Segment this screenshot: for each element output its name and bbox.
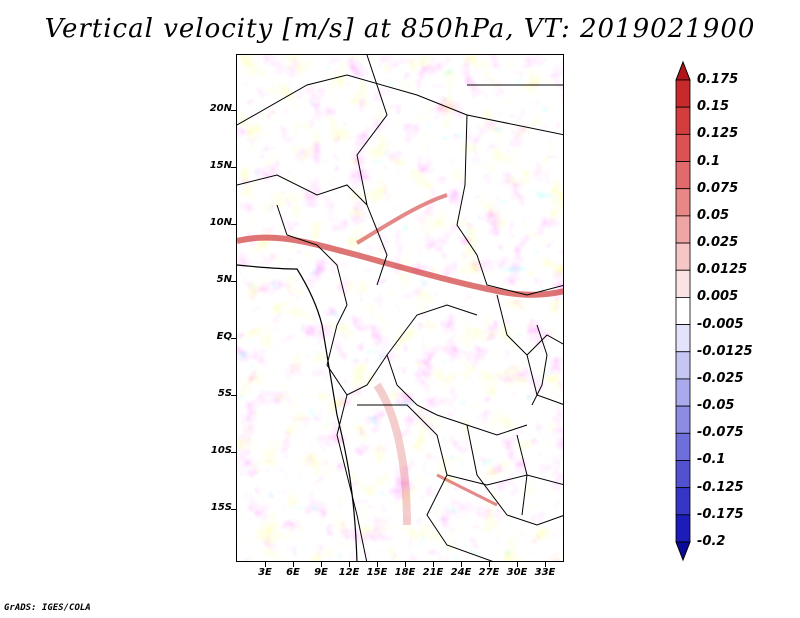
- colorbar-bin: [675, 378, 691, 407]
- lat-tick: [231, 452, 236, 453]
- lat-tick: [231, 509, 236, 510]
- lon-tick: [293, 562, 294, 567]
- coastline: [237, 264, 358, 561]
- colorbar-label: -0.175: [697, 506, 744, 522]
- lon-label: 6E: [286, 567, 300, 578]
- colorbar-bin: [675, 460, 691, 489]
- lat-tick: [231, 224, 236, 225]
- colorbar-bottom-triangle: [675, 541, 691, 562]
- lon-tick: [265, 562, 266, 567]
- lat-label: 15S: [210, 502, 232, 513]
- chart-title: Vertical velocity [m/s] at 850hPa, VT: 2…: [44, 14, 756, 44]
- lon-tick: [517, 562, 518, 567]
- lon-tick: [377, 562, 378, 567]
- lon-tick: [461, 562, 462, 567]
- lon-label: 9E: [314, 567, 328, 578]
- lon-label: 15E: [366, 567, 388, 578]
- colorbar-bin: [675, 405, 691, 434]
- colorbar-label: -0.075: [697, 425, 744, 441]
- lon-label: 12E: [338, 567, 360, 578]
- colorbar-bin: [675, 297, 691, 325]
- colorbar-label: -0.0125: [697, 343, 753, 359]
- colorbar-label: 0.15: [697, 99, 730, 115]
- colorbar-label: 0.125: [697, 126, 739, 142]
- colorbar-label: 0.0125: [697, 262, 748, 278]
- colorbar-label: -0.025: [697, 370, 744, 386]
- colorbar-label: 0.1: [697, 153, 721, 169]
- lat-label: EQ: [216, 331, 232, 342]
- map-panel: [236, 54, 564, 562]
- colorbar-bin: [675, 79, 691, 108]
- lon-label: 30E: [506, 567, 528, 578]
- colorbar-bin: [675, 324, 691, 353]
- lon-label: 21E: [422, 567, 444, 578]
- colorbar-top-triangle: [675, 60, 691, 81]
- lon-label: 27E: [478, 567, 500, 578]
- vertical-velocity-field: [237, 55, 563, 561]
- colorbar-bin: [675, 432, 691, 461]
- colorbar-label: -0.1: [697, 452, 726, 468]
- lat-tick: [231, 395, 236, 396]
- lat-label: 5S: [217, 388, 232, 399]
- colorbar-label: 0.075: [697, 180, 739, 196]
- lat-tick: [231, 281, 236, 282]
- lon-label: 18E: [394, 567, 416, 578]
- lat-label: 10S: [210, 445, 232, 456]
- lon-tick: [545, 562, 546, 567]
- lon-tick: [321, 562, 322, 567]
- colorbar-bin: [675, 188, 691, 217]
- colorbar-bin: [675, 514, 691, 543]
- lon-tick: [433, 562, 434, 567]
- colorbar-label: 0.005: [697, 289, 739, 305]
- lat-label: 10N: [209, 217, 232, 228]
- lat-label: 20N: [209, 103, 232, 114]
- lat-tick: [231, 167, 236, 168]
- colorbar-label: -0.05: [697, 398, 735, 414]
- colorbar-label: -0.2: [697, 534, 726, 549]
- lat-tick: [231, 110, 236, 111]
- lon-label: 33E: [534, 567, 556, 578]
- colorbar-label: 0.05: [697, 207, 730, 223]
- lat-label: 5N: [216, 274, 232, 285]
- colorbar-bin: [675, 161, 691, 190]
- lat-label: 15N: [209, 160, 232, 171]
- country-borders: [237, 55, 563, 561]
- credit-text: GrADS: IGES/COLA: [4, 603, 91, 613]
- colorbar-bin: [675, 133, 691, 162]
- colorbar-label: -0.005: [697, 316, 744, 332]
- colorbar-bin: [675, 487, 691, 516]
- lon-tick: [489, 562, 490, 567]
- colorbar-label: 0.025: [697, 235, 739, 251]
- colorbar-label: 0.175: [697, 72, 739, 87]
- colorbar-label: -0.125: [697, 479, 744, 495]
- colorbar-bin: [675, 351, 691, 380]
- colorbar-bin: [675, 269, 691, 298]
- lat-tick: [231, 338, 236, 339]
- lon-tick: [405, 562, 406, 567]
- lon-label: 3E: [258, 567, 272, 578]
- lon-tick: [349, 562, 350, 567]
- colorbar-bin: [675, 106, 691, 135]
- colorbar-bin: [675, 242, 691, 271]
- colorbar-bin: [675, 215, 691, 244]
- lon-label: 24E: [450, 567, 472, 578]
